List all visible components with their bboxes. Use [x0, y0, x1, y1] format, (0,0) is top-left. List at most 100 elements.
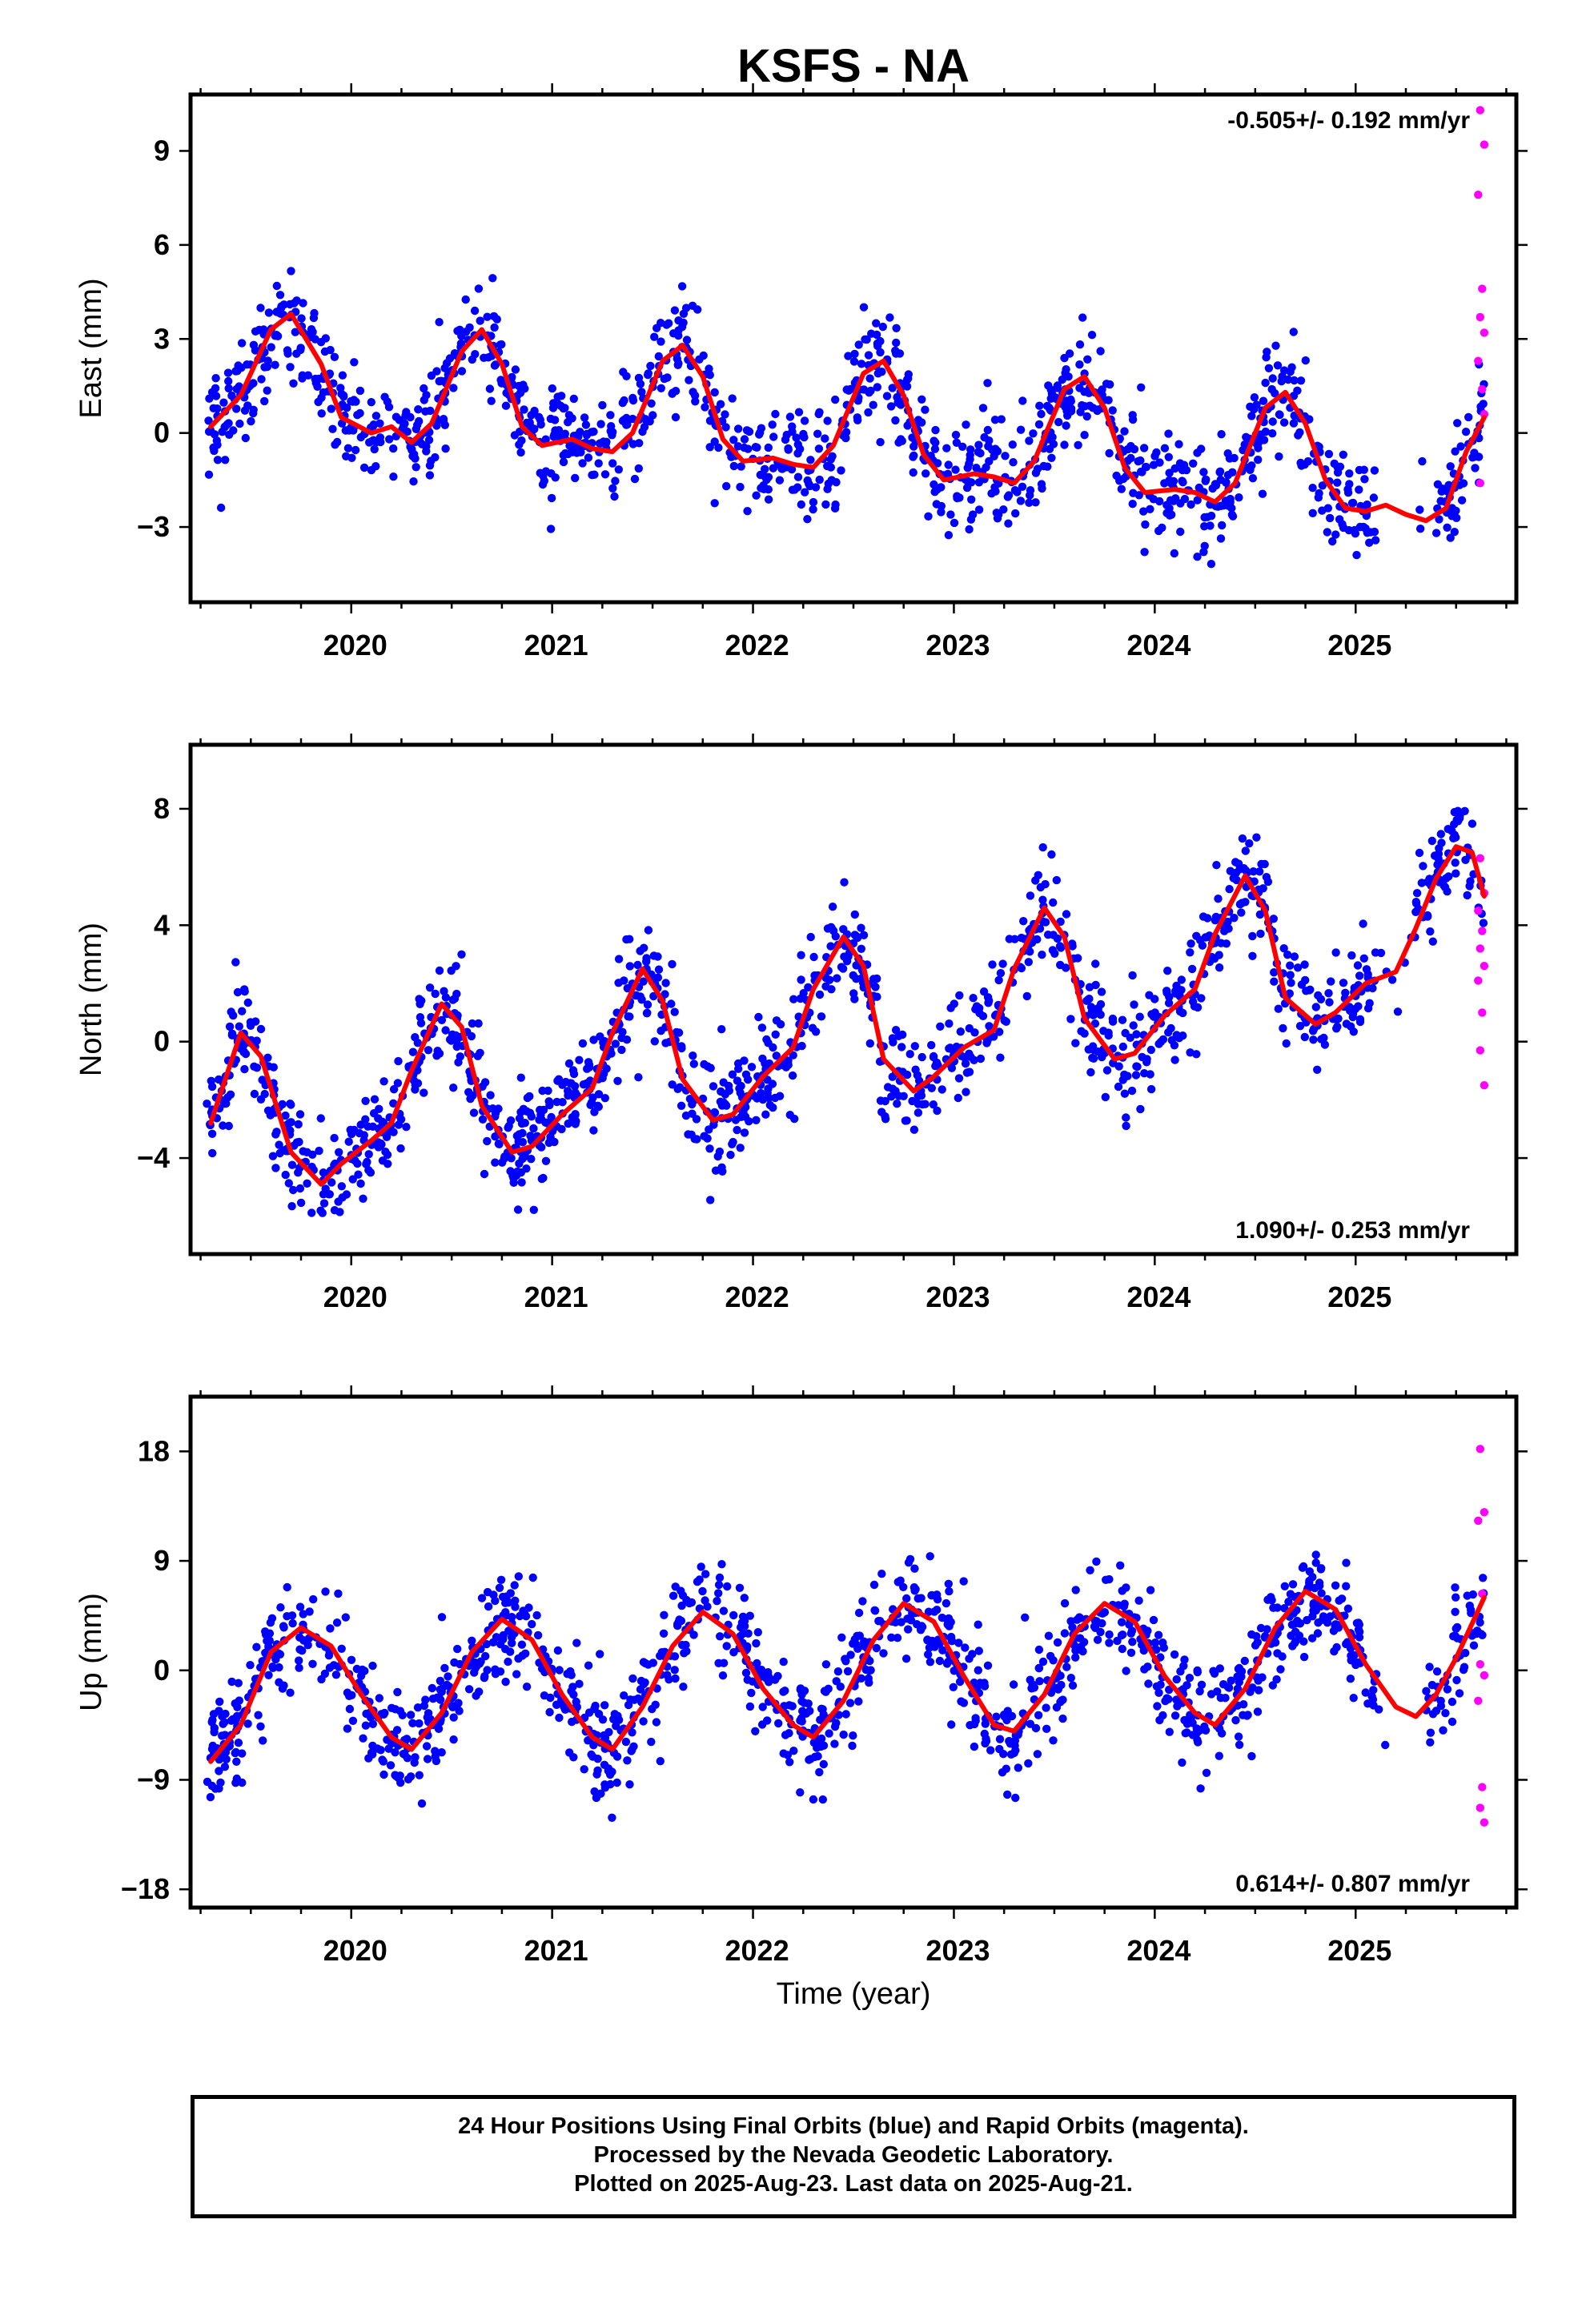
final-orbit-point: [897, 1618, 905, 1626]
final-orbit-point: [1259, 396, 1268, 405]
final-orbit-point: [1290, 376, 1299, 385]
final-orbit-point: [1155, 497, 1164, 506]
rapid-orbit-point: [1476, 854, 1485, 862]
final-orbit-point: [1271, 341, 1280, 350]
final-orbit-point: [1155, 1715, 1164, 1725]
final-orbit-point: [937, 501, 946, 511]
final-orbit-point: [945, 1019, 954, 1028]
final-orbit-point: [338, 371, 347, 380]
final-orbit-point: [564, 1091, 572, 1100]
final-orbit-point: [394, 1056, 403, 1066]
final-orbit-point: [1034, 1711, 1043, 1719]
final-orbit-point: [1288, 1580, 1298, 1589]
final-orbit-point: [1068, 1681, 1078, 1690]
final-orbit-point: [1186, 500, 1195, 509]
final-orbit-point: [1132, 1030, 1141, 1039]
final-orbit-point: [910, 1564, 919, 1573]
final-orbit-point: [844, 952, 853, 961]
final-orbit-point: [240, 987, 249, 996]
final-orbit-point: [1005, 1736, 1014, 1746]
rapid-orbit-point: [1476, 944, 1485, 953]
final-orbit-point: [1092, 1617, 1101, 1626]
final-orbit-point: [353, 1159, 362, 1168]
final-orbit-point: [1347, 951, 1356, 960]
final-orbit-point: [797, 951, 805, 959]
final-orbit-point: [872, 319, 881, 328]
y-tick-label: −4: [137, 1141, 170, 1174]
final-orbit-point: [687, 1598, 697, 1607]
north-axis-label: North (mm): [74, 923, 108, 1076]
final-orbit-point: [309, 1594, 318, 1604]
final-orbit-point: [744, 1629, 753, 1638]
final-orbit-point: [445, 354, 455, 363]
final-orbit-point: [860, 1637, 869, 1646]
final-orbit-point: [758, 1703, 767, 1711]
final-orbit-point: [1352, 550, 1361, 560]
final-orbit-point: [553, 392, 562, 401]
final-orbit-point: [1363, 500, 1371, 509]
final-orbit-point: [1237, 908, 1246, 917]
final-orbit-point: [1045, 444, 1054, 453]
final-orbit-point: [1207, 511, 1216, 521]
final-orbit-point: [788, 1071, 797, 1080]
final-orbit-point: [547, 1112, 556, 1122]
final-orbit-point: [1248, 474, 1258, 483]
rapid-orbit-point: [1474, 1696, 1483, 1705]
final-orbit-point: [817, 1012, 826, 1021]
final-orbit-point: [1146, 505, 1154, 513]
final-orbit-point: [594, 1090, 604, 1099]
final-orbit-point: [1359, 954, 1369, 963]
final-orbit-point: [681, 1640, 690, 1650]
final-orbit-point: [1315, 442, 1323, 452]
final-orbit-point: [758, 1054, 767, 1063]
final-orbit-point: [877, 1570, 886, 1578]
final-orbit-point: [1090, 1045, 1098, 1055]
final-orbit-point: [559, 451, 568, 460]
x-tick-label: 2022: [725, 1934, 789, 1967]
final-orbit-point: [370, 1095, 379, 1104]
y-tick-label: 4: [154, 908, 170, 941]
final-orbit-point: [1223, 1683, 1233, 1691]
final-orbit-point: [800, 416, 809, 425]
final-orbit-point: [1349, 1006, 1358, 1015]
y-tick-label: 6: [154, 228, 170, 261]
final-orbit-point: [1076, 1642, 1086, 1651]
final-orbit-point: [1130, 444, 1139, 454]
final-orbit-point: [431, 989, 440, 999]
final-orbit-point: [271, 1164, 280, 1172]
final-orbit-point: [499, 1630, 508, 1640]
final-orbit-point: [1296, 376, 1306, 385]
final-orbit-point: [824, 1684, 833, 1693]
final-orbit-point: [287, 1202, 296, 1211]
final-orbit-point: [389, 1099, 398, 1108]
final-orbit-point: [797, 1697, 806, 1706]
final-orbit-point: [491, 1132, 500, 1141]
final-orbit-point: [279, 1681, 288, 1690]
final-orbit-point: [873, 369, 883, 378]
final-orbit-point: [735, 1583, 745, 1593]
final-orbit-point: [341, 1613, 350, 1622]
final-orbit-point: [747, 1063, 757, 1072]
final-orbit-point: [1447, 826, 1456, 835]
final-orbit-point: [679, 309, 689, 318]
rapid-orbit-point: [1478, 1783, 1487, 1791]
final-orbit-point: [656, 1027, 665, 1035]
final-orbit-point: [1200, 522, 1209, 531]
final-orbit-point: [501, 1645, 510, 1654]
final-orbit-point: [755, 430, 764, 439]
final-orbit-point: [608, 1767, 616, 1776]
final-orbit-point: [669, 329, 678, 338]
final-orbit-point: [921, 405, 930, 414]
final-orbit-point: [1126, 453, 1135, 463]
final-orbit-point: [1142, 1058, 1151, 1067]
final-orbit-point: [604, 1727, 613, 1737]
final-orbit-point: [408, 1047, 418, 1056]
final-orbit-point: [289, 379, 298, 388]
final-orbit-point: [796, 994, 805, 1003]
final-orbit-point: [1479, 919, 1488, 927]
final-orbit-point: [441, 444, 450, 453]
final-orbit-point: [1361, 1688, 1370, 1697]
final-orbit-point: [1131, 1071, 1141, 1080]
final-orbit-point: [534, 412, 544, 421]
final-orbit-point: [533, 1630, 543, 1640]
